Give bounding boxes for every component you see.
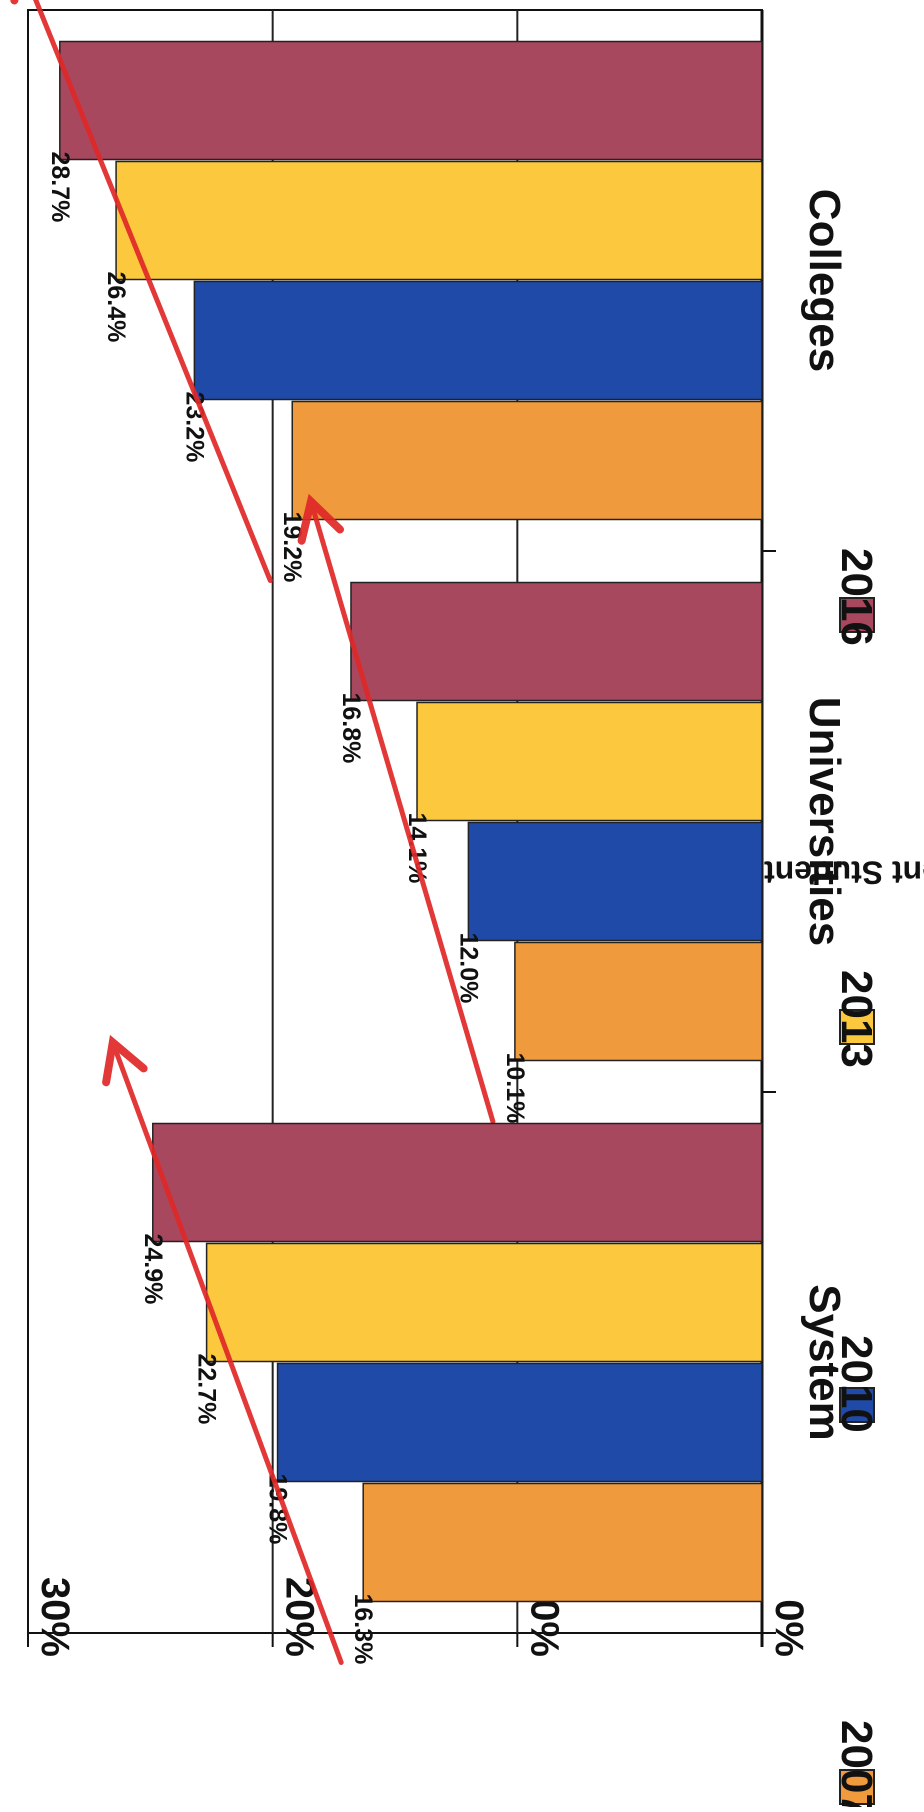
data-label-colleges-2016: 28.7% [46,152,74,223]
tick-label-0: 0% [767,1599,811,1657]
legend-label-2007: 2007 [832,1720,881,1807]
bar-colleges-2007 [291,400,763,521]
bar-universities-2016 [350,581,763,702]
legend-label-2010: 2010 [832,1335,881,1433]
bar-system-2013 [205,1242,763,1363]
data-label-colleges-2013: 26.4% [102,272,130,343]
legend-swatch-2010 [839,1387,875,1423]
data-label-colleges-2007: 19.2% [278,512,306,583]
data-label-universities-2016: 16.8% [337,693,365,764]
data-label-universities-2007: 10.1% [501,1053,529,1124]
category-label-universities: Universities [800,697,849,946]
bar-universities-2007 [514,941,763,1062]
legend-swatch-2007 [839,1769,875,1805]
data-label-universities-2010: 12.0% [454,933,482,1004]
bar-colleges-2013 [115,160,763,281]
legend-label-2013: 2013 [832,970,881,1068]
bar-universities-2013 [416,701,763,822]
tick-label-30: 30% [33,1577,77,1657]
bar-system-2007 [362,1482,763,1603]
bar-system-2016 [152,1122,763,1243]
trend-arrow-universities [297,493,496,1124]
data-label-colleges-2010: 23.2% [180,392,208,463]
bar-colleges-2010 [193,280,763,401]
bar-colleges-2016 [59,40,763,161]
data-label-system-2016: 24.9% [139,1234,167,1305]
data-label-system-2013: 22.7% [193,1354,221,1425]
bar-universities-2010 [467,821,763,942]
legend-swatch-2016 [839,597,875,633]
trend-arrow-colleges [10,0,273,583]
legend-swatch-2013 [839,1009,875,1045]
legend-label-2016: 2016 [832,548,881,646]
bar-system-2010 [276,1362,763,1483]
category-label-colleges: Colleges [800,189,849,372]
trend-arrow-system [102,1034,344,1665]
data-label-system-2007: 16.3% [349,1594,377,1665]
